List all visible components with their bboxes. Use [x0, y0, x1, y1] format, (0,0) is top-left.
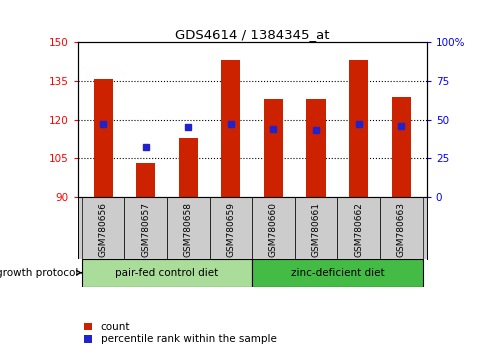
Text: GSM780656: GSM780656 [98, 202, 107, 257]
Text: GSM780659: GSM780659 [226, 202, 235, 257]
Bar [306, 99, 325, 197]
Bar [93, 79, 112, 197]
Text: GSM780663: GSM780663 [396, 202, 405, 257]
Text: zinc-deficient diet: zinc-deficient diet [290, 268, 383, 278]
Bar [136, 164, 155, 197]
Bar [124, 197, 166, 259]
Bar [166, 197, 209, 259]
Text: GSM780661: GSM780661 [311, 202, 320, 257]
Legend: count, percentile rank within the sample: count, percentile rank within the sample [83, 321, 277, 345]
Bar [337, 197, 379, 259]
Bar [252, 259, 422, 287]
Text: GSM780657: GSM780657 [141, 202, 150, 257]
Title: GDS4614 / 1384345_at: GDS4614 / 1384345_at [175, 28, 329, 41]
Bar [82, 197, 124, 259]
Bar [221, 61, 240, 197]
Bar [379, 197, 422, 259]
Text: growth protocol: growth protocol [0, 268, 81, 278]
Text: GSM780660: GSM780660 [269, 202, 277, 257]
Bar [263, 99, 283, 197]
Text: GSM780658: GSM780658 [183, 202, 193, 257]
Bar [391, 97, 410, 197]
Text: pair-fed control diet: pair-fed control diet [115, 268, 218, 278]
Bar [348, 61, 367, 197]
Bar [82, 259, 252, 287]
Bar [252, 197, 294, 259]
Bar [179, 138, 197, 197]
Bar [209, 197, 252, 259]
Text: GSM780662: GSM780662 [353, 202, 363, 257]
Bar [294, 197, 337, 259]
